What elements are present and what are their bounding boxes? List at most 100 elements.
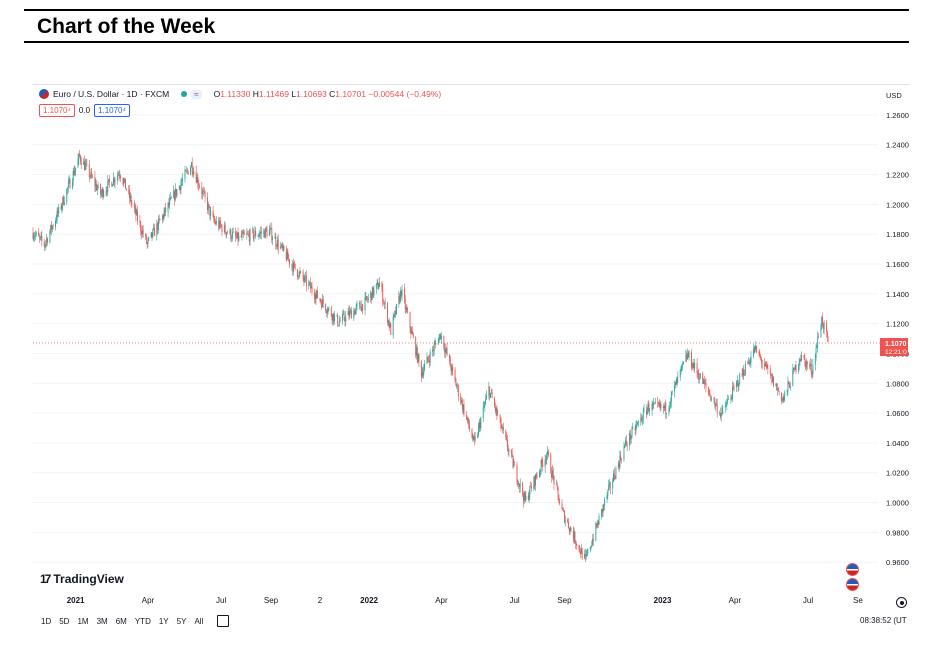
candle <box>826 330 828 343</box>
candle <box>46 234 48 248</box>
candle <box>100 183 101 199</box>
candle <box>641 414 643 423</box>
calendar-icon[interactable] <box>217 615 230 627</box>
candle <box>51 221 52 236</box>
candle <box>383 300 385 310</box>
currency-flag-icon <box>39 89 49 99</box>
candle <box>800 354 802 362</box>
x-tick-label: Apr <box>142 596 155 605</box>
candle <box>417 353 419 364</box>
candle <box>736 375 738 387</box>
candle <box>816 344 818 349</box>
symbol-name[interactable]: Euro / U.S. Dollar · 1D · FXCM <box>53 89 170 99</box>
candle <box>702 371 704 385</box>
tradingview-logo[interactable]: 17 TradingView <box>40 572 124 586</box>
range-6m[interactable]: 6M <box>115 616 127 626</box>
candle <box>75 167 77 177</box>
candle <box>614 475 616 481</box>
candle <box>528 489 530 504</box>
candle <box>467 415 469 425</box>
buy-button[interactable]: 1.1070⁴ <box>94 104 130 117</box>
candle <box>556 481 558 491</box>
candle <box>270 227 272 230</box>
sell-button[interactable]: 1.1070⁴ <box>39 104 75 117</box>
settings-gear-icon[interactable] <box>896 597 907 608</box>
candle <box>799 358 801 366</box>
candle <box>433 340 435 356</box>
x-tick-label: Apr <box>729 596 742 605</box>
candle <box>169 194 171 210</box>
range-ytd[interactable]: YTD <box>134 616 151 626</box>
candle <box>153 223 155 237</box>
candle <box>457 382 458 392</box>
range-1d[interactable]: 1D <box>41 616 52 626</box>
candle <box>395 303 397 315</box>
candle <box>263 228 265 238</box>
candle <box>111 181 113 187</box>
candle <box>322 295 324 308</box>
candle <box>694 358 696 373</box>
candle <box>61 203 63 214</box>
candle <box>286 248 288 261</box>
candle <box>625 436 626 448</box>
candle <box>387 301 389 326</box>
candle <box>535 472 537 480</box>
candle <box>714 396 716 409</box>
candle <box>612 477 614 495</box>
range-1m[interactable]: 1M <box>77 616 89 626</box>
candle <box>288 254 290 262</box>
candle <box>308 279 310 290</box>
candle <box>35 230 37 237</box>
candle <box>544 454 546 473</box>
candle <box>810 358 811 371</box>
event-flag-icon[interactable] <box>846 563 859 576</box>
range-3m[interactable]: 3M <box>96 616 108 626</box>
candle <box>287 248 289 259</box>
currency-label: USD <box>886 91 902 100</box>
candle <box>254 226 256 236</box>
candle <box>592 534 594 547</box>
candle <box>815 343 817 361</box>
candle <box>253 235 255 242</box>
candle <box>224 222 226 233</box>
candle <box>108 174 110 188</box>
candle <box>597 520 599 529</box>
candle <box>229 228 231 235</box>
candle <box>358 300 360 310</box>
candle <box>185 169 187 172</box>
candle <box>219 217 221 229</box>
range-5y[interactable]: 5Y <box>176 616 187 626</box>
buy-sell-panel: 1.1070⁴ 0.0 1.1070⁴ <box>39 104 130 117</box>
candle <box>220 224 222 228</box>
event-flag-icon[interactable] <box>846 578 859 591</box>
candle <box>227 230 229 234</box>
candle <box>620 450 622 462</box>
candle <box>66 188 68 206</box>
candle <box>231 227 233 242</box>
candle <box>192 167 194 176</box>
candle <box>801 351 803 362</box>
candle <box>681 364 683 372</box>
candle <box>793 367 795 375</box>
candle <box>282 243 284 252</box>
candle <box>454 367 456 383</box>
candle <box>630 435 632 444</box>
candle <box>349 306 351 319</box>
candle <box>708 389 710 398</box>
candle <box>477 422 479 438</box>
candle <box>584 549 585 560</box>
x-tick-label: 2 <box>318 596 323 605</box>
candle <box>244 230 245 235</box>
range-5d[interactable]: 5D <box>59 616 70 626</box>
range-all[interactable]: All <box>194 616 204 626</box>
candle <box>105 186 107 197</box>
candle <box>658 399 660 409</box>
candle <box>274 232 276 239</box>
candle <box>437 338 439 346</box>
candle <box>103 189 105 199</box>
candle <box>231 234 233 243</box>
y-tick-label: 1.0200 <box>886 469 909 478</box>
range-1y[interactable]: 1Y <box>158 616 169 626</box>
candle <box>760 354 762 361</box>
